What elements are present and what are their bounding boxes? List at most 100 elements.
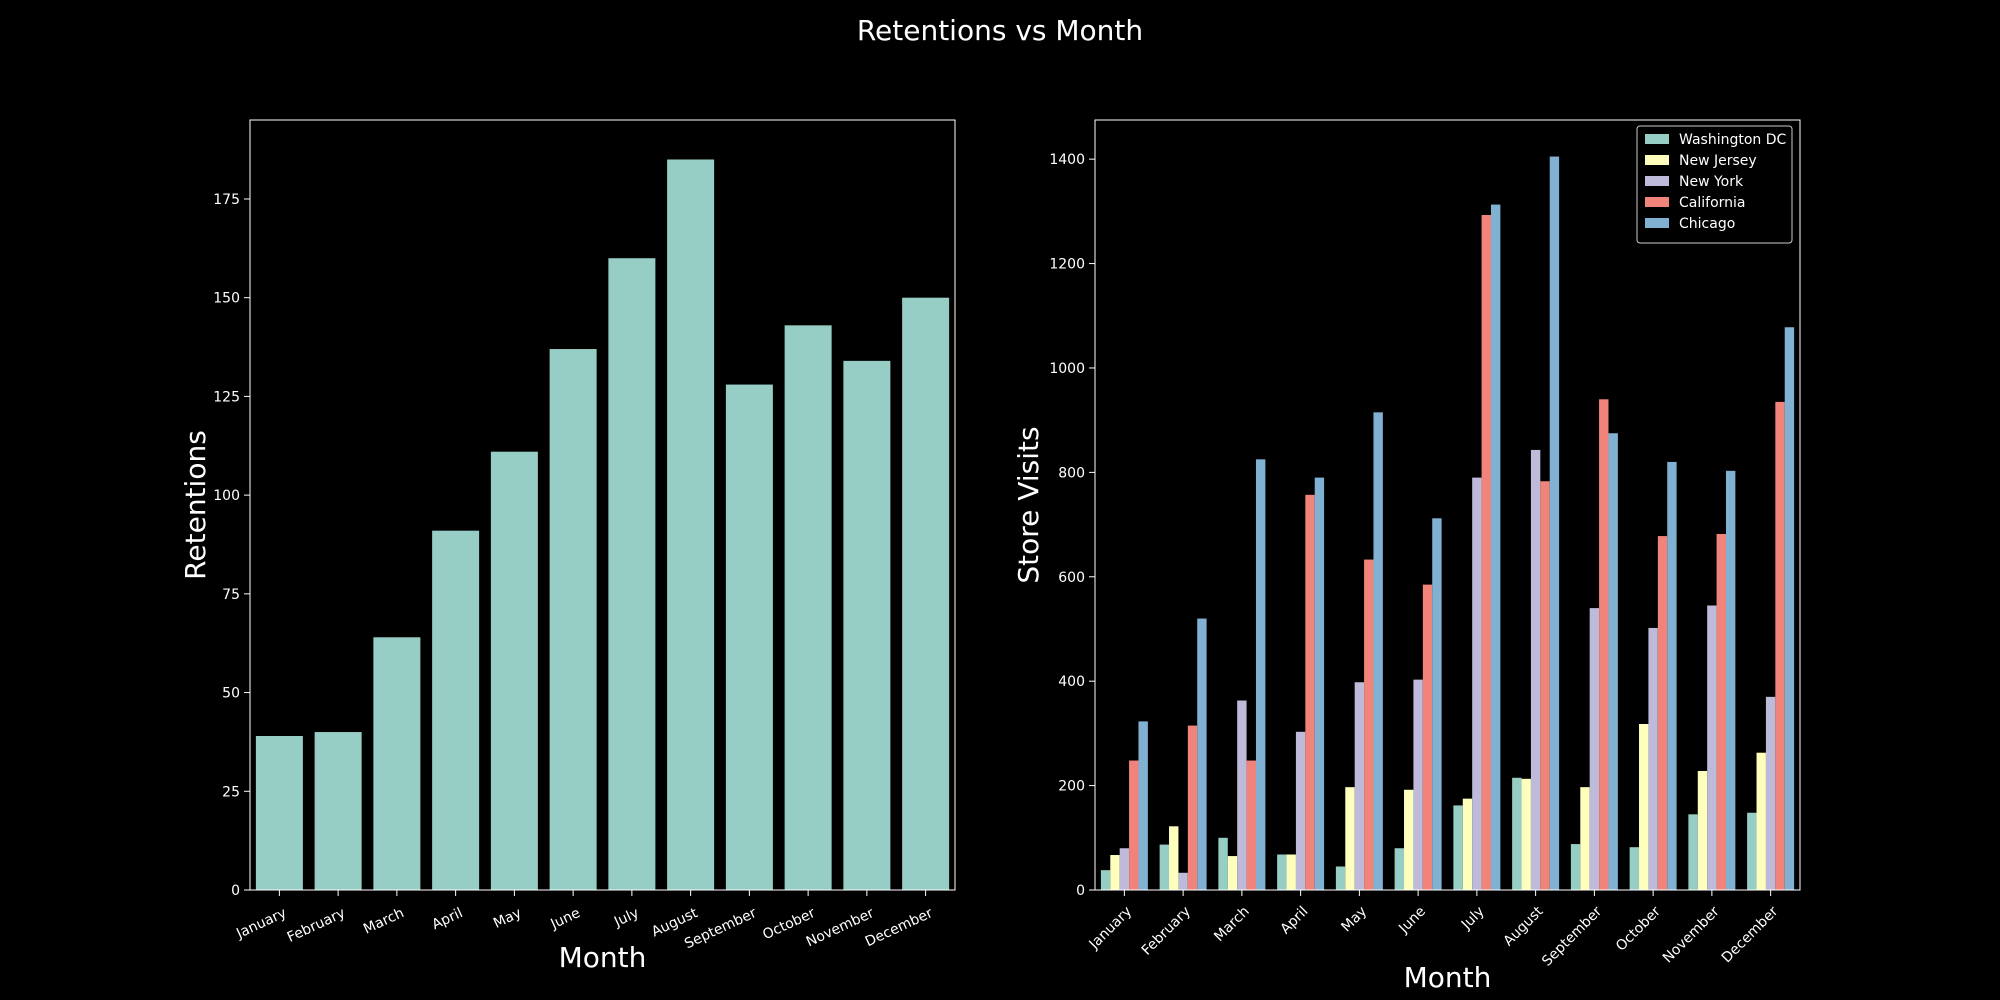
bar-washington-dc-february (1159, 844, 1170, 890)
y-tick-label: 125 (213, 389, 240, 405)
y-axis-label: Store Visits (1012, 426, 1045, 583)
y-tick-label: 25 (222, 784, 240, 800)
bar-chicago-september (1608, 433, 1618, 890)
bar-washington-dc-july (1453, 805, 1463, 890)
x-tick-label: July (1458, 904, 1488, 934)
bar-new-york-february (1178, 872, 1188, 890)
legend-swatch (1645, 197, 1669, 207)
x-tick-label: April (430, 905, 466, 933)
bar-new-jersey-december (1756, 752, 1766, 890)
plot-frame (249, 119, 956, 891)
bar-new-jersey-march (1227, 856, 1238, 890)
bar-chicago-august (1549, 156, 1560, 891)
bar-washington-dc-may (1335, 866, 1346, 890)
bar-new-york-october (1648, 627, 1658, 890)
bar-may (490, 451, 538, 890)
bar-chicago-november (1725, 470, 1736, 890)
y-tick-label: 200 (1058, 779, 1085, 795)
bar-april (432, 530, 480, 890)
bar-new-york-may (1354, 682, 1365, 890)
bar-new-york-march (1237, 700, 1247, 890)
x-tick-label: November (1660, 903, 1723, 966)
bar-chicago-february (1197, 618, 1207, 890)
bar-october (784, 325, 832, 891)
x-tick-label: April (1278, 904, 1312, 938)
bar-california-may (1364, 559, 1374, 890)
bar-chicago-march (1255, 459, 1266, 890)
bar-december (902, 297, 950, 890)
bar-washington-dc-october (1629, 847, 1640, 890)
x-tick-label: June (1395, 904, 1429, 938)
y-tick-label: 100 (213, 488, 240, 504)
bar-new-jersey-may (1345, 787, 1355, 890)
bar-new-york-january (1119, 848, 1130, 890)
bar-august (667, 159, 715, 891)
x-tick-label: February (285, 905, 348, 946)
x-tick-label: January (1086, 904, 1136, 954)
bar-new-jersey-october (1639, 723, 1649, 890)
y-tick-label: 1200 (1049, 257, 1085, 273)
bar-california-december (1775, 401, 1785, 890)
legend-label: New York (1679, 174, 1744, 190)
bar-new-jersey-september (1580, 787, 1590, 890)
x-axis-label: Month (1404, 961, 1492, 994)
bar-new-york-august (1530, 449, 1541, 890)
store-visits-chart: 0 200 400 600 800 1000 1200 1400 January February… (1012, 119, 1801, 994)
bar-new-jersey-june (1404, 789, 1414, 890)
bar-new-jersey-july (1462, 798, 1473, 890)
y-tick-label: 50 (222, 686, 240, 702)
y-tick-label: 175 (213, 192, 240, 208)
x-tick-label: February (1139, 904, 1194, 959)
legend-swatch (1645, 176, 1669, 186)
bar-new-jersey-january (1110, 855, 1120, 890)
bar-california-march (1246, 760, 1256, 890)
y-tick-label: 75 (222, 587, 240, 603)
bar-chicago-july (1490, 204, 1501, 890)
bar-washington-dc-november (1688, 814, 1698, 890)
bar-june (549, 349, 597, 890)
bar-new-york-april (1295, 731, 1306, 890)
x-tick-label: December (1719, 903, 1782, 966)
bar-washington-dc-august (1512, 777, 1522, 890)
legend-swatch (1645, 134, 1669, 144)
x-tick-label: March (361, 905, 406, 938)
x-tick-label: May (491, 905, 524, 932)
x-tick-label: July (611, 905, 641, 931)
bar-new-jersey-february (1169, 826, 1179, 890)
bar-washington-dc-december (1747, 812, 1757, 890)
bar-washington-dc-april (1277, 854, 1287, 890)
y-tick-label: 600 (1058, 570, 1085, 586)
bar-new-jersey-april (1286, 854, 1296, 890)
y-tick-label: 1000 (1049, 361, 1085, 377)
bar-march (373, 637, 421, 890)
bar-new-york-november (1707, 605, 1717, 890)
bar-california-april (1305, 494, 1315, 890)
bar-washington-dc-march (1218, 837, 1228, 890)
bar-february (314, 732, 362, 890)
bar-washington-dc-january (1100, 870, 1111, 890)
bar-california-january (1129, 760, 1139, 890)
x-tick-label: January (233, 905, 289, 942)
bar-new-york-september (1589, 608, 1600, 890)
bar-california-february (1187, 725, 1198, 890)
y-tick-label: 0 (1076, 883, 1085, 899)
y-axis-label: Retentions (179, 430, 212, 580)
legend-label: Chicago (1679, 216, 1735, 232)
x-tick-label: August (1500, 903, 1546, 949)
plot-frame (1094, 119, 1801, 891)
y-tick-label: 800 (1058, 465, 1085, 481)
bar-chicago-december (1784, 327, 1795, 890)
bar-california-august (1540, 481, 1550, 890)
bar-california-september (1599, 399, 1609, 890)
x-tick-label: March (1211, 904, 1252, 945)
bar-california-november (1716, 533, 1726, 890)
legend-label: Washington DC (1679, 132, 1787, 148)
bar-new-york-june (1413, 679, 1423, 890)
y-tick-label: 1400 (1049, 152, 1085, 168)
bar-new-jersey-november (1697, 770, 1708, 890)
bar-september (725, 384, 773, 890)
bar-july (608, 258, 656, 891)
legend-label: California (1679, 195, 1745, 211)
figure-title: Retentions vs Month (856, 14, 1144, 47)
